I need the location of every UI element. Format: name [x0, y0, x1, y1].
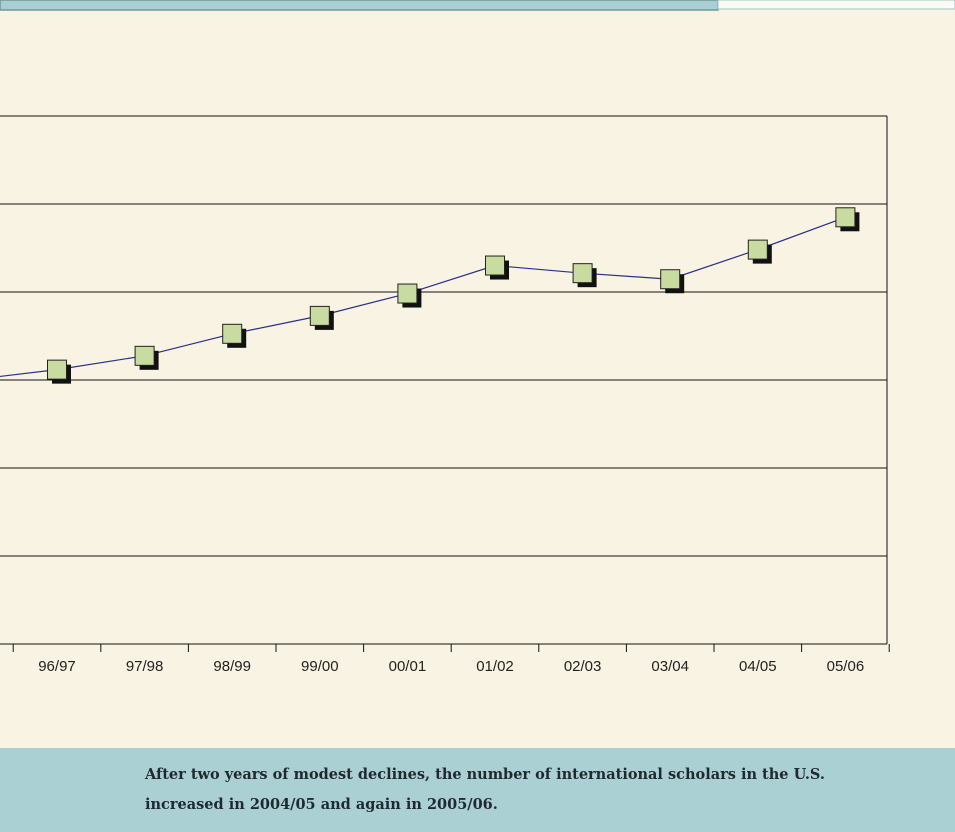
marker — [660, 269, 681, 290]
marker — [134, 345, 155, 366]
x-tick-label: 00/01 — [389, 658, 427, 675]
caption-band: After two years of modest declines, the … — [0, 748, 955, 832]
marker — [835, 207, 856, 228]
x-tick-label: 96/97 — [38, 658, 76, 675]
x-tick-label: 97/98 — [126, 658, 164, 675]
series-line — [0, 216, 846, 378]
x-tick-label: 04/05 — [739, 658, 777, 675]
x-tick-label: 01/02 — [476, 658, 514, 675]
marker — [222, 323, 243, 344]
marker — [572, 263, 593, 284]
marker — [397, 283, 418, 304]
header-bar — [0, 0, 719, 11]
x-tick-label: 02/03 — [564, 658, 602, 675]
chart: 96/97 97/98 98/99 99/00 00/01 01/02 02/03 03/04… — [0, 0, 955, 675]
x-tick-label: 05/06 — [827, 658, 865, 675]
header-side — [717, 0, 955, 10]
marker — [747, 239, 768, 260]
x-tick-label: 03/04 — [651, 658, 689, 675]
marker — [309, 305, 330, 326]
x-tick-label: 98/99 — [213, 658, 251, 675]
x-tick-label: 99/00 — [301, 658, 339, 675]
marker — [485, 255, 505, 276]
caption: After two years of modest declines, the … — [145, 766, 825, 813]
marker — [47, 359, 67, 380]
